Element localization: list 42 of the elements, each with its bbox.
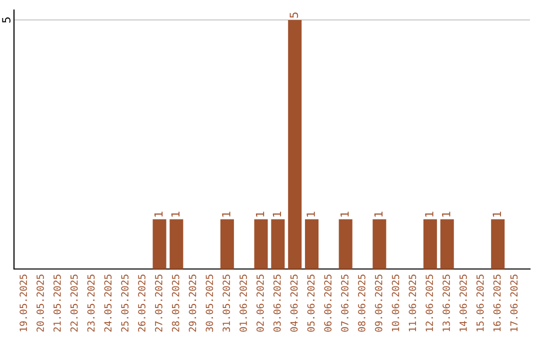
data-label: 1 (374, 212, 382, 217)
x-tick-label: 12.06.2025 (426, 274, 434, 332)
x-tick-label: 10.06.2025 (392, 274, 400, 332)
x-tick-label: 15.06.2025 (476, 274, 484, 332)
x-tick-label: 09.06.2025 (374, 274, 382, 332)
x-tick-label: 28.05.2025 (172, 274, 180, 332)
x-tick-label: 16.06.2025 (493, 274, 501, 332)
x-tick-label: 17.06.2025 (510, 274, 518, 332)
x-tick-label: 19.05.2025 (20, 274, 27, 332)
x-tick-label: 30.05.2025 (206, 274, 214, 332)
x-tick-label: 25.05.2025 (121, 274, 129, 332)
x-tick-label: 07.06.2025 (341, 274, 348, 332)
data-label: 5 (290, 12, 298, 18)
x-tick-label: 27.05.2025 (154, 274, 162, 332)
x-tick-label: 11.06.2025 (408, 274, 416, 332)
data-label: 1 (425, 212, 434, 217)
x-tick-label: 01.06.2025 (240, 274, 247, 332)
x-tick-label: 20.05.2025 (36, 274, 44, 332)
data-label: 1 (171, 212, 180, 217)
x-tick-label: 22.05.2025 (70, 274, 78, 332)
x-tick-label: 13.06.2025 (442, 274, 450, 332)
data-label: 1 (154, 212, 163, 217)
data-label: 1 (222, 212, 230, 217)
x-tick-label: 08.06.2025 (358, 274, 366, 332)
data-label: 1 (272, 212, 281, 217)
x-tick-label: 14.06.2025 (460, 274, 467, 332)
data-label: 1 (442, 212, 450, 217)
x-tick-label: 04.06.2025 (290, 274, 298, 332)
x-tick-label: 26.05.2025 (138, 274, 146, 332)
data-label: 1 (492, 212, 501, 217)
x-tick-label: 31.05.2025 (222, 274, 230, 332)
x-tick-label: 03.06.2025 (273, 274, 281, 332)
x-tick-label: 05.06.2025 (307, 274, 315, 332)
x-tick-label: 06.06.2025 (324, 274, 332, 332)
x-tick-label: 23.05.2025 (87, 274, 95, 332)
data-label: 1 (306, 212, 315, 217)
x-tick-label: 24.05.2025 (104, 274, 112, 332)
data-label: 1 (340, 212, 349, 217)
x-tick-label: 02.06.2025 (256, 274, 264, 332)
x-tick-label: 21.05.2025 (53, 274, 61, 332)
data-label: 1 (256, 212, 264, 217)
x-tick-label: 29.05.2025 (188, 274, 196, 332)
